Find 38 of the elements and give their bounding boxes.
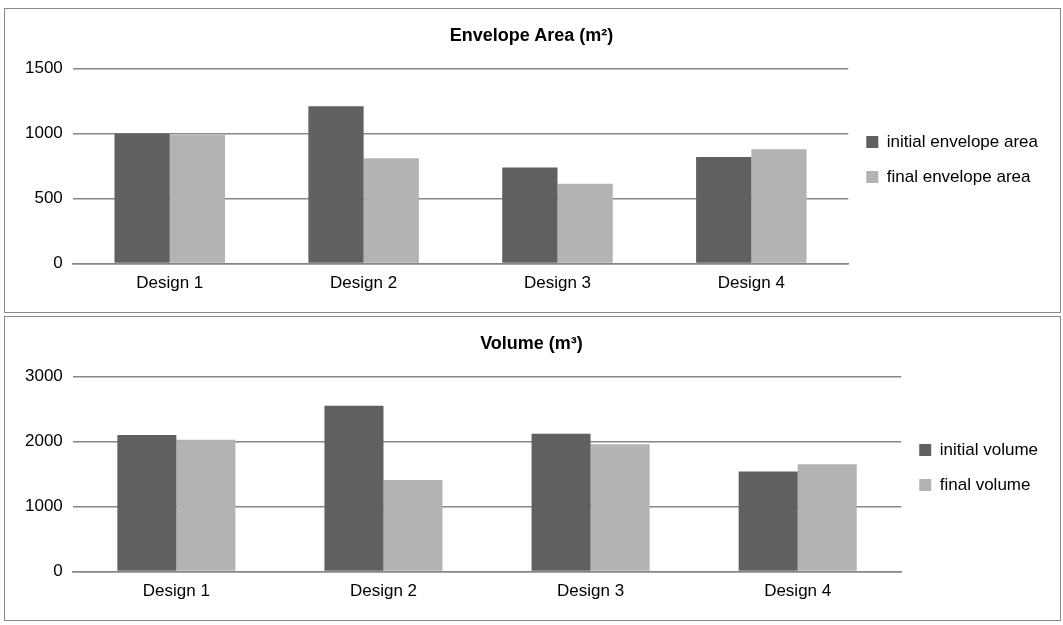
bar <box>117 435 177 571</box>
x-tick-label: Design 3 <box>557 581 625 601</box>
legend-label: initial envelope area <box>886 131 1039 151</box>
y-tick-label: 1000 <box>24 123 63 143</box>
legend-label: final envelope area <box>886 166 1031 186</box>
bar <box>114 133 170 263</box>
legend-label: initial volume <box>939 439 1038 459</box>
bar <box>531 433 591 571</box>
bar <box>557 183 613 263</box>
bar <box>751 149 807 263</box>
x-tick-label: Design 3 <box>523 273 592 293</box>
legend-label: final volume <box>939 474 1031 494</box>
x-tick-label: Design 4 <box>764 581 832 601</box>
x-tick-label: Design 4 <box>717 273 785 293</box>
x-tick-label: Design 2 <box>330 273 398 293</box>
bar <box>502 167 558 263</box>
bar <box>169 134 225 263</box>
bar <box>176 439 236 571</box>
y-tick-label: 0 <box>53 561 63 581</box>
y-tick-label: 1000 <box>24 496 63 516</box>
bar <box>308 106 364 263</box>
y-tick-label: 500 <box>34 188 63 208</box>
x-tick-label: Design 1 <box>142 581 210 601</box>
y-tick-label: 2000 <box>24 431 63 451</box>
bar <box>324 405 384 571</box>
y-tick-label: 3000 <box>24 366 63 386</box>
x-tick-label: Design 1 <box>136 273 204 293</box>
bar <box>590 444 650 571</box>
bar <box>696 157 752 263</box>
bar <box>363 158 419 263</box>
chart-title: Envelope Area (m²) <box>449 24 614 45</box>
x-tick-label: Design 2 <box>349 581 418 601</box>
chart-title: Volume (m³) <box>480 332 583 353</box>
y-tick-label: 1500 <box>24 58 63 78</box>
y-tick-label: 0 <box>53 253 63 273</box>
bar <box>383 479 443 571</box>
bar <box>797 464 857 571</box>
bar <box>738 471 798 571</box>
